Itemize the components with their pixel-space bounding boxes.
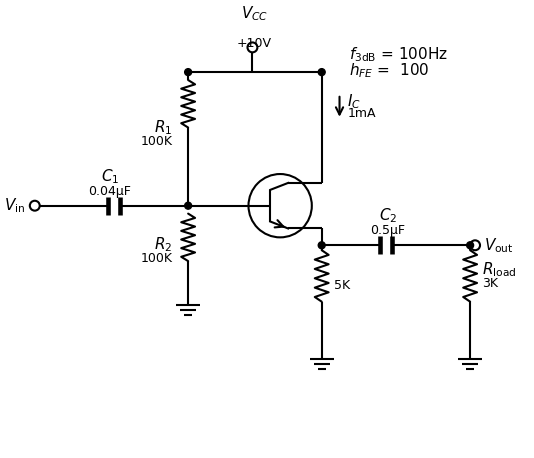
Circle shape <box>185 202 192 209</box>
Text: 1mA: 1mA <box>348 107 376 120</box>
Text: $R_{\mathrm{load}}$: $R_{\mathrm{load}}$ <box>482 261 516 279</box>
Text: 3K: 3K <box>482 278 498 290</box>
Text: 0.5μF: 0.5μF <box>371 224 405 237</box>
Circle shape <box>318 242 325 249</box>
Text: $h_{FE}$ =  100: $h_{FE}$ = 100 <box>349 62 430 81</box>
Circle shape <box>467 242 474 249</box>
Circle shape <box>185 69 192 76</box>
Text: $V_{\mathrm{in}}$: $V_{\mathrm{in}}$ <box>4 196 25 215</box>
Circle shape <box>318 69 325 76</box>
Text: $C_1$: $C_1$ <box>101 167 119 186</box>
Text: 100K: 100K <box>140 251 172 265</box>
Text: 100K: 100K <box>140 136 172 148</box>
Text: $f_{\mathrm{3dB}}$ = 100Hz: $f_{\mathrm{3dB}}$ = 100Hz <box>349 45 449 64</box>
Text: 0.04μF: 0.04μF <box>89 185 131 198</box>
Text: $C_2$: $C_2$ <box>379 207 397 225</box>
Text: +10V: +10V <box>237 37 272 49</box>
Text: $V_{\mathrm{out}}$: $V_{\mathrm{out}}$ <box>484 236 514 255</box>
Text: $R_2$: $R_2$ <box>154 235 172 254</box>
Text: $V_{CC}$: $V_{CC}$ <box>241 4 268 22</box>
Text: 5K: 5K <box>334 279 350 292</box>
Text: $I_C$: $I_C$ <box>348 93 362 111</box>
Text: $R_1$: $R_1$ <box>154 119 172 137</box>
